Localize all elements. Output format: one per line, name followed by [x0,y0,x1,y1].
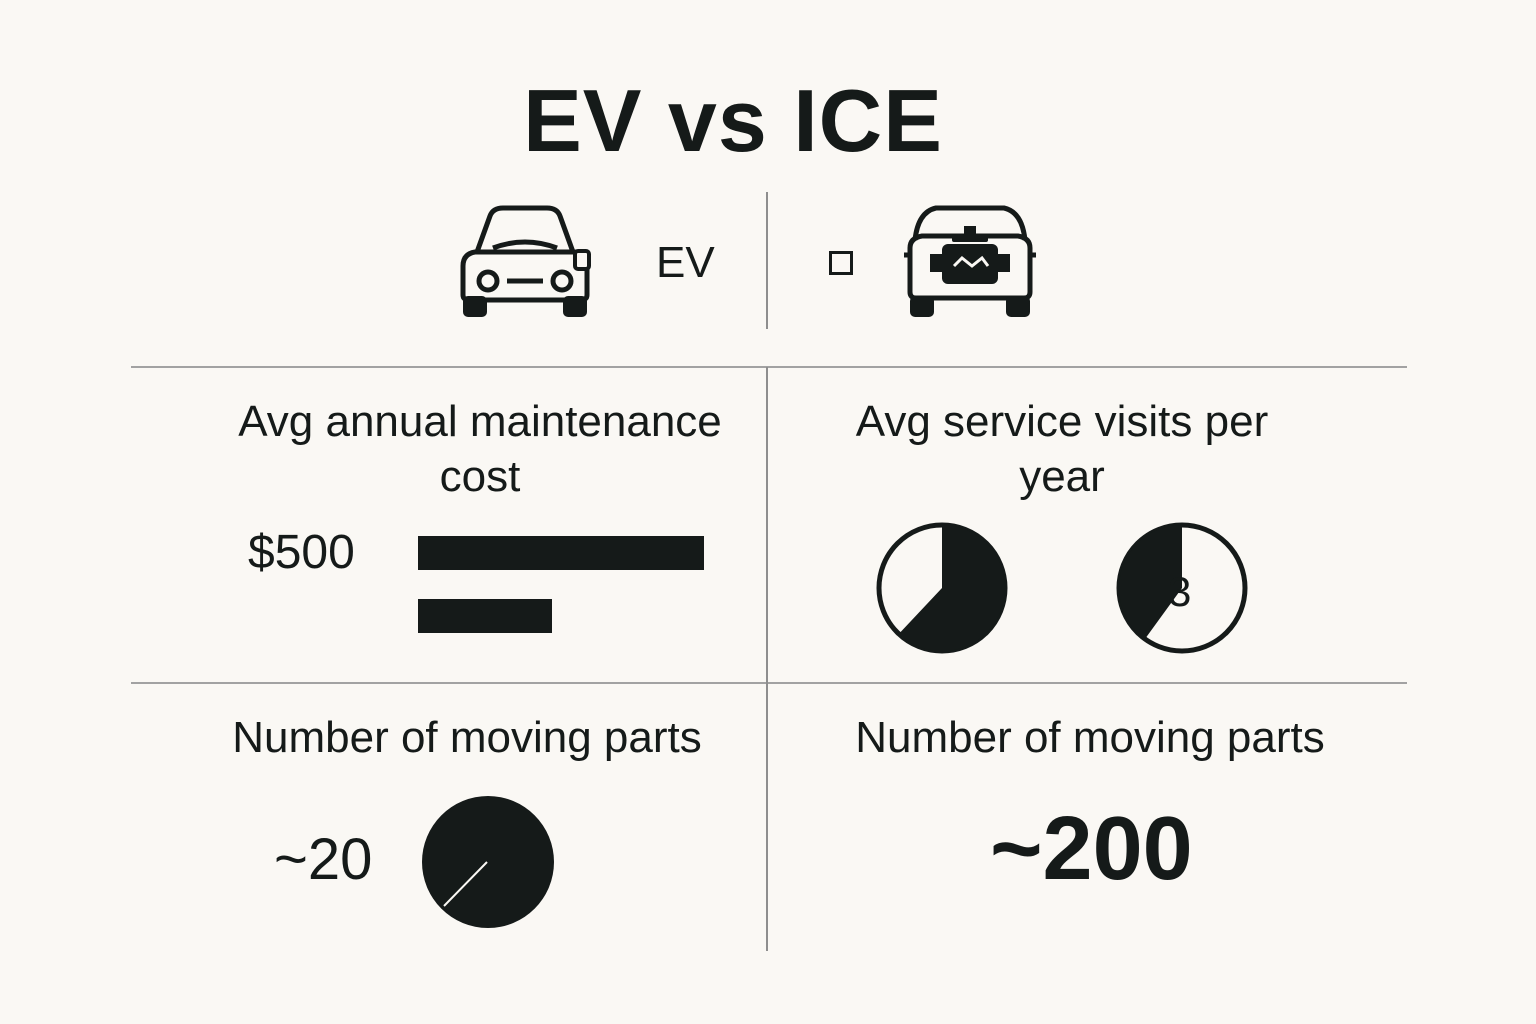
legend-ice-marker [829,251,853,275]
moving-parts-ice-label: Number of moving parts [855,713,1325,762]
moving-parts-ev-gauge [422,796,554,928]
moving-parts-ev-label: Number of moving parts [232,713,702,762]
legend-ev-label: EV [656,238,715,287]
maintenance-bar-2 [418,599,552,633]
grid-divider-middle [131,682,1407,684]
legend-divider [766,192,768,329]
page-title: EV vs ICE [523,71,943,170]
service-visits-label: Avg service visits per year [855,397,1269,501]
grid-divider-vertical [766,367,768,951]
car-engine-icon [904,205,1036,317]
maintenance-value: $500 [248,526,355,579]
service-visits-pie-1 [876,522,1008,654]
car-front-icon [460,205,591,317]
moving-parts-ev-value: ~20 [274,827,373,892]
maintenance-bar-1 [418,536,704,570]
service-visits-pie-2 [1116,522,1248,654]
moving-parts-ice-value: ~200 [990,799,1193,899]
grid-divider-top [131,366,1407,368]
service-visits-pie-2-label: 3 [1168,568,1192,615]
maintenance-label: Avg annual maintenance cost [238,397,722,501]
